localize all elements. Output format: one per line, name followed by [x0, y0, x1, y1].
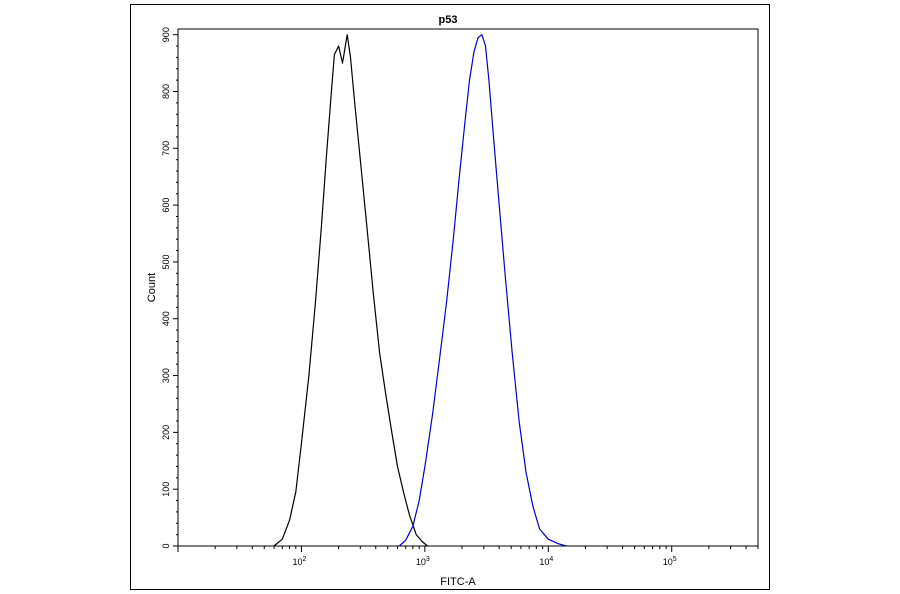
y-tick-label: 200	[161, 425, 171, 440]
y-axis-label: Count	[146, 273, 158, 302]
series-2-line	[398, 34, 567, 547]
x-tick-label: 102	[292, 556, 306, 567]
y-tick-label: 300	[161, 368, 171, 383]
y-tick-label: 100	[161, 482, 171, 497]
axes-group: 0 100 200 300 400 500 600 700 800 900 102 103 104 105	[161, 27, 759, 567]
y-tick-label: 400	[161, 311, 171, 326]
histogram-chart: 0 100 200 300 400 500 600 700 800 900 102 103 104 105…	[146, 14, 759, 588]
y-tick-label: 500	[161, 254, 171, 269]
x-tick-label: 104	[539, 556, 553, 567]
x-tick-label: 103	[416, 556, 430, 567]
y-tick-label: 800	[161, 84, 171, 99]
chart-title: p53	[439, 14, 458, 26]
y-tick-label: 700	[161, 141, 171, 156]
series-group	[273, 34, 567, 547]
series-1-line	[273, 34, 428, 547]
plot-area-box	[177, 28, 759, 547]
x-axis-label: FITC-A	[440, 576, 476, 588]
y-tick-label: 0	[161, 543, 171, 548]
y-tick-label: 900	[161, 27, 171, 42]
y-tick-label: 600	[161, 198, 171, 213]
plot-frame: 0 100 200 300 400 500 600 700 800 900 102 103 104 105…	[130, 4, 770, 590]
x-tick-label: 105	[663, 556, 677, 567]
